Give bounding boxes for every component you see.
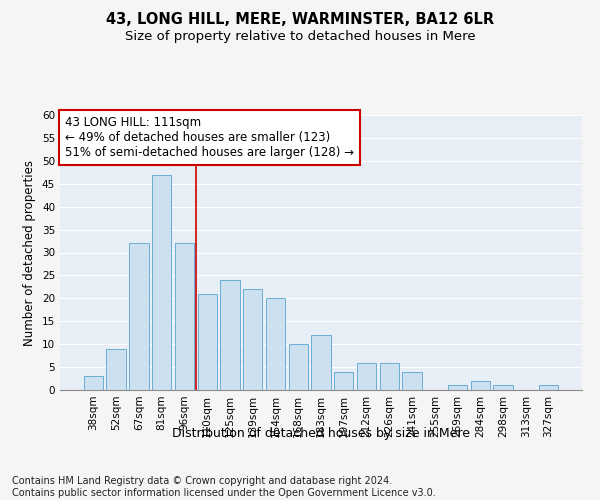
Bar xyxy=(152,174,172,390)
Y-axis label: Number of detached properties: Number of detached properties xyxy=(23,160,37,346)
Bar xyxy=(539,386,558,390)
Bar xyxy=(470,381,490,390)
Text: Size of property relative to detached houses in Mere: Size of property relative to detached ho… xyxy=(125,30,475,43)
Bar xyxy=(311,335,331,390)
Text: 43 LONG HILL: 111sqm
← 49% of detached houses are smaller (123)
51% of semi-deta: 43 LONG HILL: 111sqm ← 49% of detached h… xyxy=(65,116,354,160)
Bar xyxy=(175,244,194,390)
Bar xyxy=(380,362,399,390)
Bar xyxy=(220,280,239,390)
Bar xyxy=(357,362,376,390)
Bar xyxy=(448,386,467,390)
Bar xyxy=(243,289,262,390)
Bar xyxy=(129,244,149,390)
Bar xyxy=(289,344,308,390)
Bar xyxy=(334,372,353,390)
Bar xyxy=(84,376,103,390)
Text: Distribution of detached houses by size in Mere: Distribution of detached houses by size … xyxy=(172,428,470,440)
Text: 43, LONG HILL, MERE, WARMINSTER, BA12 6LR: 43, LONG HILL, MERE, WARMINSTER, BA12 6L… xyxy=(106,12,494,28)
Bar xyxy=(266,298,285,390)
Bar xyxy=(197,294,217,390)
Bar xyxy=(493,386,513,390)
Bar xyxy=(106,349,126,390)
Bar xyxy=(403,372,422,390)
Text: Contains HM Land Registry data © Crown copyright and database right 2024.
Contai: Contains HM Land Registry data © Crown c… xyxy=(12,476,436,498)
